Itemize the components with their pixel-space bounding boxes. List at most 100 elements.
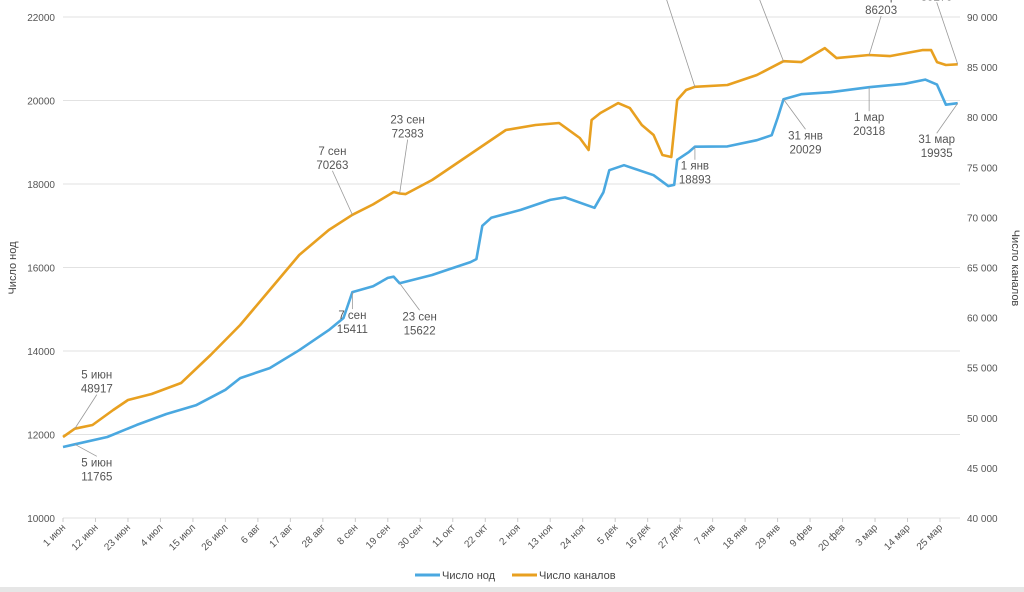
x-tick-label: 16 дек [624, 522, 653, 551]
series-lines [62, 46, 958, 449]
y-tick-label-left: 10000 [27, 514, 55, 525]
annotation-date: 5 июн [81, 457, 112, 469]
y-tick-label-left: 20000 [27, 97, 55, 108]
annotation-date: 23 сен [390, 115, 424, 127]
y-tick-label-right: 85 000 [967, 63, 998, 74]
annotation: 23 сен 15622 [399, 283, 437, 337]
annotation-date: 23 сен [402, 311, 436, 323]
annotation: 7 сен 70263 [316, 146, 353, 215]
y-tick-label-right: 65 000 [967, 264, 998, 275]
annotation-value: 19935 [921, 148, 953, 160]
x-tick-label: 3 мар [854, 522, 881, 549]
x-tick-label: 22 окт [462, 522, 490, 550]
x-tick-label: 29 янв [754, 522, 783, 551]
annotation-date: 31 мар [918, 134, 955, 146]
y-tick-label-right: 50 000 [967, 414, 998, 425]
annotation: 31 мар 19935 [918, 102, 959, 160]
annotation-leader [759, 0, 784, 62]
x-tick-label: 15 июл [167, 522, 198, 553]
y-tick-label-left: 18000 [27, 180, 55, 191]
x-tick-label: 25 мар [915, 522, 946, 553]
y-tick-label-right: 45 000 [967, 464, 998, 475]
y-tick-label-right: 40 000 [967, 514, 998, 525]
annotation-leader [936, 2, 959, 65]
y-tick-label-right: 60 000 [967, 314, 998, 325]
y-tick-label-right: 70 000 [967, 213, 998, 224]
y-tick-label-left: 22000 [27, 13, 55, 24]
annotation-leader [399, 283, 420, 311]
y-axis-right-title: Число каналов [1009, 230, 1021, 307]
y-axis-left: 10000 12000 14000 16000 18000 20000 22000 [27, 13, 55, 525]
x-tick-label: 8 сен [335, 522, 360, 547]
annotation-leader [74, 443, 98, 457]
x-tick-label: 18 янв [721, 522, 750, 551]
annotation: 1 янв 18893 [679, 146, 711, 187]
x-tick-label: 19 сен [364, 522, 393, 551]
x-tick-label: 9 фев [787, 522, 815, 550]
x-tick-label: 14 мар [882, 522, 913, 553]
annotation-value: 20318 [853, 126, 885, 138]
x-tick-label: 5 дек [595, 522, 620, 547]
annotation-date: 1 янв [681, 161, 709, 173]
x-tick-label: 26 июл [200, 522, 231, 553]
series-line-channels [62, 46, 958, 439]
y-axis-left-title: Число нод [7, 241, 19, 295]
annotation: 31 мар85279 [921, 0, 959, 65]
x-tick-label: 7 янв [693, 522, 718, 547]
x-tick-label: 17 авг [268, 522, 296, 550]
series-line-nodes [62, 78, 958, 449]
annotation-value: 70263 [316, 160, 348, 172]
annotation-leader [74, 394, 98, 429]
annotation-value: 72383 [392, 129, 424, 141]
y-tick-label-right: 80 000 [967, 113, 998, 124]
annotation-value: 11765 [81, 471, 112, 483]
x-tick-label: 24 ноя [559, 522, 588, 551]
x-tick-label: 30 сен [396, 522, 425, 551]
annotation-value: 86203 [865, 5, 897, 17]
annotation-date: 7 сен [338, 310, 366, 322]
y-tick-label-right: 90 000 [967, 13, 998, 24]
annotation-date: 1 мар [854, 112, 884, 124]
x-tick-label: 23 июн [102, 522, 133, 553]
y-axis-right: 40 000 45 000 50 000 55 000 60 000 65 000 70 0… [967, 13, 998, 525]
annotation-value: 20029 [790, 144, 822, 156]
y-tick-label-left: 16000 [27, 264, 55, 275]
annotation: 5 июн 48917 [74, 370, 113, 429]
x-tick-label: 27 дек [656, 522, 685, 551]
gridlines [63, 16, 960, 519]
annotation-date: 31 янв [788, 130, 823, 142]
annotation: 1 янв83031 [666, 0, 696, 87]
y-tick-label-right: 75 000 [967, 163, 998, 174]
annotation-leader [666, 0, 696, 87]
x-tick-label: 1 июн [41, 522, 68, 549]
annotation: 23 сен 72383 [390, 115, 425, 194]
annotation-date: 7 сен [318, 146, 346, 158]
annotations: 5 июн 11765 5 июн 48917 7 сен 70263 23 сен 7238… [74, 0, 959, 483]
legend-label-nodes: Число нод [442, 570, 496, 582]
y-tick-label-left: 12000 [27, 431, 55, 442]
annotation: 7 сен 15411 [337, 292, 368, 336]
annotation-date: 5 июн [81, 370, 112, 382]
x-tick-label: 6 авг [239, 522, 263, 546]
annotation-leader [399, 139, 409, 194]
annotation-leader [332, 170, 353, 215]
x-tick-label: 11 окт [430, 522, 458, 550]
legend-label-channels: Число каналов [539, 570, 616, 582]
y-tick-label-left: 14000 [27, 347, 55, 358]
annotation-value: 48917 [81, 384, 113, 396]
annotation-value: 18893 [679, 175, 711, 187]
x-tick-label: 4 июл [139, 522, 166, 549]
annotation-leader [783, 99, 806, 130]
annotation-value: 15622 [404, 325, 436, 337]
annotation: 5 июн 11765 [74, 443, 112, 483]
annotation: 1 мар 86203 [865, 0, 897, 56]
x-tick-label: 2 ноя [498, 522, 523, 547]
x-tick-label: 28 авг [300, 522, 328, 550]
legend: Число нод Число каналов [415, 570, 616, 582]
annotation-value: 15411 [337, 324, 368, 336]
bottom-bar [0, 587, 1024, 592]
annotation: 1 мар 20318 [853, 87, 885, 138]
annotation-date: 1 мар [866, 0, 896, 3]
x-tick-label: 20 фев [816, 522, 848, 554]
